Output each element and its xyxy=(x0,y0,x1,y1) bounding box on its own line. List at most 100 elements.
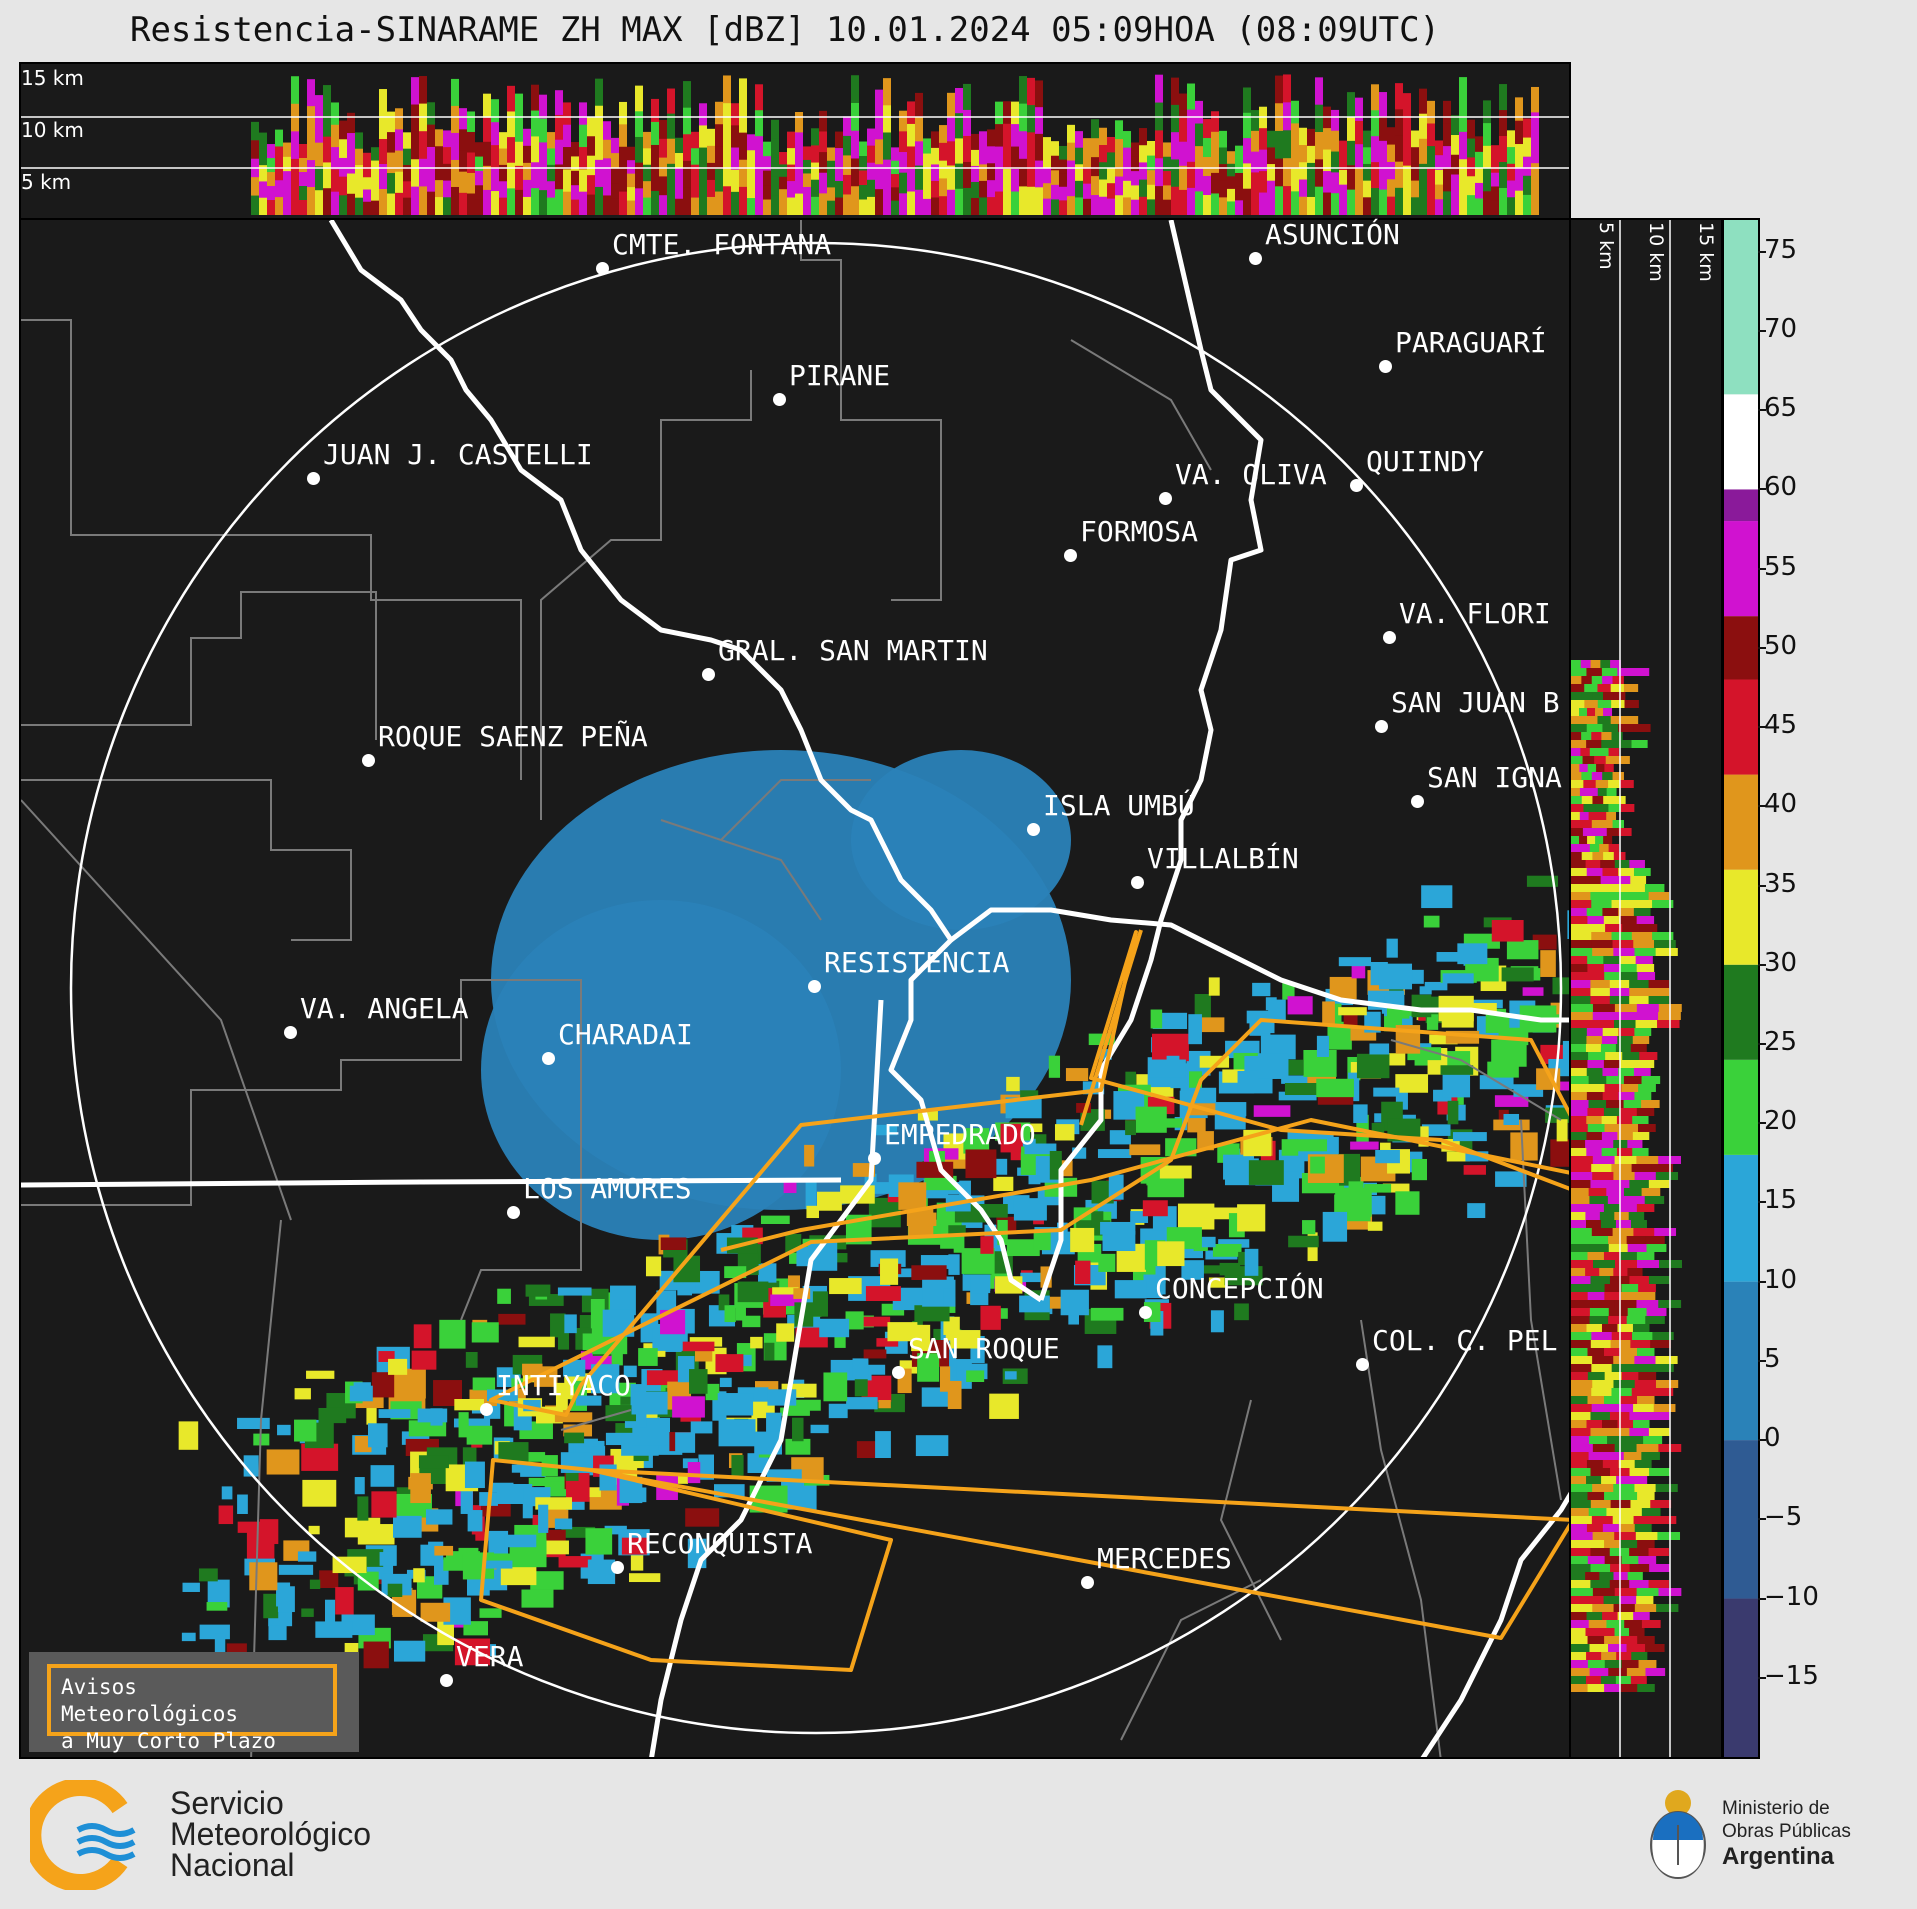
city-label: VILLALBÍN xyxy=(1147,842,1299,875)
ministry-line-1: Ministerio de xyxy=(1722,1798,1830,1819)
side-label-10km: 10 km xyxy=(1645,222,1667,282)
top-label-5km: 5 km xyxy=(21,170,72,194)
admin-boundaries xyxy=(21,220,1562,1757)
city-label: VERA xyxy=(456,1640,524,1673)
colorbar-tick-label: 35 xyxy=(1764,868,1798,899)
borders xyxy=(21,220,1569,1757)
colorbar-tick-label: 25 xyxy=(1764,1026,1798,1057)
city-marker xyxy=(702,668,715,681)
city-marker xyxy=(1383,631,1396,644)
colorbar-band xyxy=(1724,394,1758,490)
city-marker xyxy=(1375,720,1388,733)
colorbar-tickmark xyxy=(1758,1439,1766,1442)
colorbar-band xyxy=(1724,220,1758,395)
city-label: VA. OLIVA xyxy=(1175,458,1327,491)
city-marker xyxy=(507,1206,520,1219)
colorbar-tickmark xyxy=(1758,1676,1766,1679)
argentina-seal xyxy=(1643,1785,1713,1885)
colorbar-tickmark xyxy=(1758,1122,1766,1125)
smn-line-3: Nacional xyxy=(170,1847,295,1883)
colorbar-tick-label: 0 xyxy=(1764,1423,1781,1454)
city-label: EMPEDRADO xyxy=(884,1118,1036,1151)
reflectivity-echoes xyxy=(178,750,1569,1696)
coat-of-arms-icon xyxy=(1650,1790,1706,1879)
city-marker xyxy=(1139,1306,1152,1319)
city-marker xyxy=(1131,876,1144,889)
city-label: QUIINDY xyxy=(1366,445,1485,478)
city-marker xyxy=(284,1026,297,1039)
city-label: PARAGUARÍ xyxy=(1395,326,1547,359)
ministry-line-2: Obras Públicas xyxy=(1722,1821,1851,1842)
city-label: SAN ROQUE xyxy=(908,1332,1060,1365)
city-marker xyxy=(1249,252,1262,265)
aviso-line-2: a Muy Corto Plazo xyxy=(61,1729,276,1753)
city-label: VA. ANGELA xyxy=(300,992,469,1025)
range-ring xyxy=(69,241,1563,1735)
city-label: RESISTENCIA xyxy=(824,946,1010,979)
colorbar-band xyxy=(1724,679,1758,775)
city-label: GRAL. SAN MARTIN xyxy=(718,634,988,667)
city-label: FORMOSA xyxy=(1080,515,1199,548)
smn-name: Servicio Meteorológico Nacional xyxy=(170,1787,371,1883)
colorbar-tick-label: 75 xyxy=(1764,234,1798,265)
city-marker xyxy=(1064,549,1077,562)
colorbar-tickmark xyxy=(1758,1201,1766,1204)
radar-map-svg xyxy=(21,220,1569,1757)
colorbar-band xyxy=(1724,1059,1758,1155)
city-label: SAN IGNA xyxy=(1427,761,1562,794)
smn-logo xyxy=(30,1780,140,1890)
colorbar-band xyxy=(1724,1440,1758,1599)
colorbar-tick-label: −15 xyxy=(1764,1660,1819,1691)
colorbar-tickmark xyxy=(1758,329,1766,332)
city-marker xyxy=(1081,1576,1094,1589)
colorbar-tick-label: 5 xyxy=(1764,1343,1781,1374)
colorbar-band xyxy=(1724,1281,1758,1441)
city-marker xyxy=(611,1561,624,1574)
warning-polygons xyxy=(479,929,1569,1672)
colorbar-tick-label: 40 xyxy=(1764,789,1798,820)
colorbar-band xyxy=(1724,774,1758,870)
city-label: PIRANE xyxy=(789,359,891,392)
colorbar-tickmark xyxy=(1758,1042,1766,1045)
colorbar-tickmark xyxy=(1758,1359,1766,1362)
city-label: CHARADAI xyxy=(558,1018,693,1051)
city-label: CMTE. FONTANA xyxy=(612,228,832,261)
colorbar-band xyxy=(1724,1154,1758,1282)
city-marker xyxy=(1379,360,1392,373)
colorbar-band xyxy=(1724,869,1758,965)
colorbar-tick-label: 50 xyxy=(1764,630,1798,661)
city-marker xyxy=(1411,795,1424,808)
chart-title: Resistencia-SINARAME ZH MAX [dBZ] 10.01.… xyxy=(129,10,1441,50)
colorbar-tickmark xyxy=(1758,409,1766,412)
city-marker xyxy=(892,1366,905,1379)
side-height-profile: 5 km 10 km 15 km xyxy=(1569,218,1723,1759)
city-marker xyxy=(1350,479,1363,492)
city-label: SAN JUAN B xyxy=(1391,686,1560,719)
dbz-colorbar xyxy=(1722,218,1760,1759)
colorbar-tick-label: 30 xyxy=(1764,947,1798,978)
city-marker xyxy=(440,1674,453,1687)
city-label: MERCEDES xyxy=(1097,1542,1232,1575)
aviso-line-1: Avisos Meteorológicos xyxy=(61,1675,239,1726)
smn-line-2: Meteorológico xyxy=(170,1816,371,1852)
colorbar-tick-label: 15 xyxy=(1764,1185,1798,1216)
colorbar-tickmark xyxy=(1758,488,1766,491)
colorbar-band xyxy=(1724,521,1758,617)
radar-map[interactable]: Avisos Meteorológicos a Muy Corto Plazo xyxy=(19,218,1571,1759)
colorbar-band xyxy=(1724,616,1758,680)
aviso-legend[interactable]: Avisos Meteorológicos a Muy Corto Plazo xyxy=(29,1652,359,1753)
city-marker xyxy=(307,472,320,485)
city-marker xyxy=(1027,823,1040,836)
city-marker xyxy=(1159,492,1172,505)
city-marker xyxy=(868,1152,881,1165)
city-label: ISLA UMBÚ xyxy=(1043,789,1195,822)
city-marker xyxy=(542,1052,555,1065)
top-height-profile: 15 km 10 km 5 km xyxy=(19,62,1571,220)
colorbar-tick-label: −5 xyxy=(1764,1502,1803,1533)
aviso-legend-box[interactable]: Avisos Meteorológicos a Muy Corto Plazo xyxy=(47,1664,337,1753)
colorbar-tickmark xyxy=(1758,884,1766,887)
colorbar-tickmark xyxy=(1758,1518,1766,1521)
colorbar-tickmark xyxy=(1758,1280,1766,1283)
city-label: VA. FLORI xyxy=(1399,597,1551,630)
city-label: INTIYACO xyxy=(496,1369,631,1402)
